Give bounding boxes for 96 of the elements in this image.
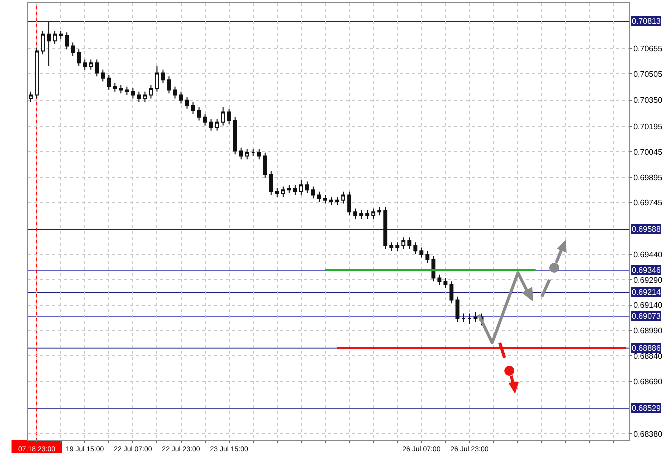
candlestick [299, 180, 304, 196]
candlestick [462, 313, 466, 323]
candlestick [149, 84, 154, 100]
candlestick [426, 250, 430, 264]
candlestick [59, 30, 64, 40]
candlestick [209, 118, 214, 132]
candlestick [53, 30, 58, 45]
candlestick [257, 149, 262, 160]
candlestick [125, 86, 130, 96]
candlestick [468, 313, 472, 324]
candlestick [191, 102, 196, 114]
candlestick [432, 256, 436, 282]
ref-line-label: 0.69073 [632, 312, 662, 321]
candlestick [245, 149, 250, 160]
ref-line-label: 0.69588 [632, 225, 662, 234]
candlestick [113, 82, 118, 92]
candlestick [119, 84, 124, 94]
candlestick [456, 296, 460, 323]
candlestick [384, 206, 388, 250]
candlestick [197, 106, 202, 122]
candlestick [342, 191, 346, 204]
ref-line-label: 0.69214 [632, 288, 662, 297]
candlestick [215, 118, 220, 132]
candlestick [287, 184, 292, 194]
candlestick [227, 108, 232, 125]
candlestick [131, 88, 136, 100]
candlestick [161, 69, 166, 84]
candlestick [35, 47, 39, 100]
candlestick [89, 59, 94, 70]
y-tick-label: 0.70350 [634, 96, 664, 106]
y-tick-label: 0.70195 [634, 122, 664, 132]
candlestick [336, 196, 340, 206]
candlestick [47, 22, 52, 68]
candlestick [474, 312, 478, 323]
candlestick [107, 74, 112, 91]
candlestick [167, 76, 172, 94]
candlestick [29, 91, 33, 103]
candlestick [269, 171, 274, 196]
ref-line-label: 0.68529 [632, 404, 662, 413]
candlestick [444, 278, 448, 289]
candlestick [41, 30, 45, 56]
y-tick-label: 0.69895 [634, 173, 664, 182]
candlestick [77, 49, 82, 68]
candlestick [71, 42, 76, 57]
candlestick [173, 86, 178, 100]
candlestick [221, 106, 226, 126]
candlestick [414, 242, 418, 256]
candlestick [372, 208, 376, 220]
y-tick-label: 0.69440 [634, 250, 664, 260]
y-tick-label: 0.68690 [634, 377, 664, 386]
candlestick [263, 152, 268, 179]
ref-line-label: 0.68886 [632, 344, 662, 353]
ref-line-label: 0.70813 [632, 17, 662, 26]
candlestick [239, 147, 244, 160]
y-tick-label: 0.68380 [634, 430, 664, 439]
y-tick-label: 0.70505 [634, 70, 664, 79]
y-tick-label: 0.69290 [634, 276, 664, 285]
candlestick [179, 91, 184, 104]
candlestick [143, 91, 148, 103]
candlestick [293, 184, 298, 196]
candlestick [101, 69, 106, 82]
candlestick [360, 210, 364, 220]
candlestick [330, 196, 334, 206]
candlestick [396, 242, 400, 252]
candlestick [155, 66, 160, 92]
candlestick [354, 208, 358, 220]
ref-line-label: 0.69346 [632, 266, 662, 275]
candlestick [305, 181, 310, 194]
candlestick [366, 210, 370, 220]
candlestick [83, 59, 88, 70]
candlestick [203, 113, 208, 126]
y-tick-label: 0.70045 [634, 148, 664, 157]
candlestick [233, 116, 238, 156]
candlestick [438, 274, 442, 286]
candlestick [318, 191, 322, 203]
candlestick [402, 237, 406, 250]
candlestick [408, 237, 412, 250]
candlestick [95, 59, 100, 78]
candlestick [65, 32, 70, 50]
candlestick [348, 191, 352, 216]
y-tick-label: 0.70655 [634, 44, 664, 54]
y-tick-label: 0.69745 [634, 198, 664, 208]
candlestick [324, 194, 328, 204]
candlestick [281, 186, 286, 198]
y-tick-label: 0.68990 [634, 326, 664, 336]
candlestick [390, 242, 394, 252]
candlestick [275, 188, 280, 198]
y-tick-label: 0.69140 [634, 301, 664, 310]
candlestick [450, 281, 454, 304]
candlestick [251, 149, 256, 157]
candlestick [312, 186, 316, 200]
candlestick [420, 247, 424, 258]
y-tick-label: 0.68840 [634, 352, 664, 361]
candlestick [378, 206, 382, 216]
candlestick [185, 96, 190, 110]
candlestick [137, 91, 142, 103]
